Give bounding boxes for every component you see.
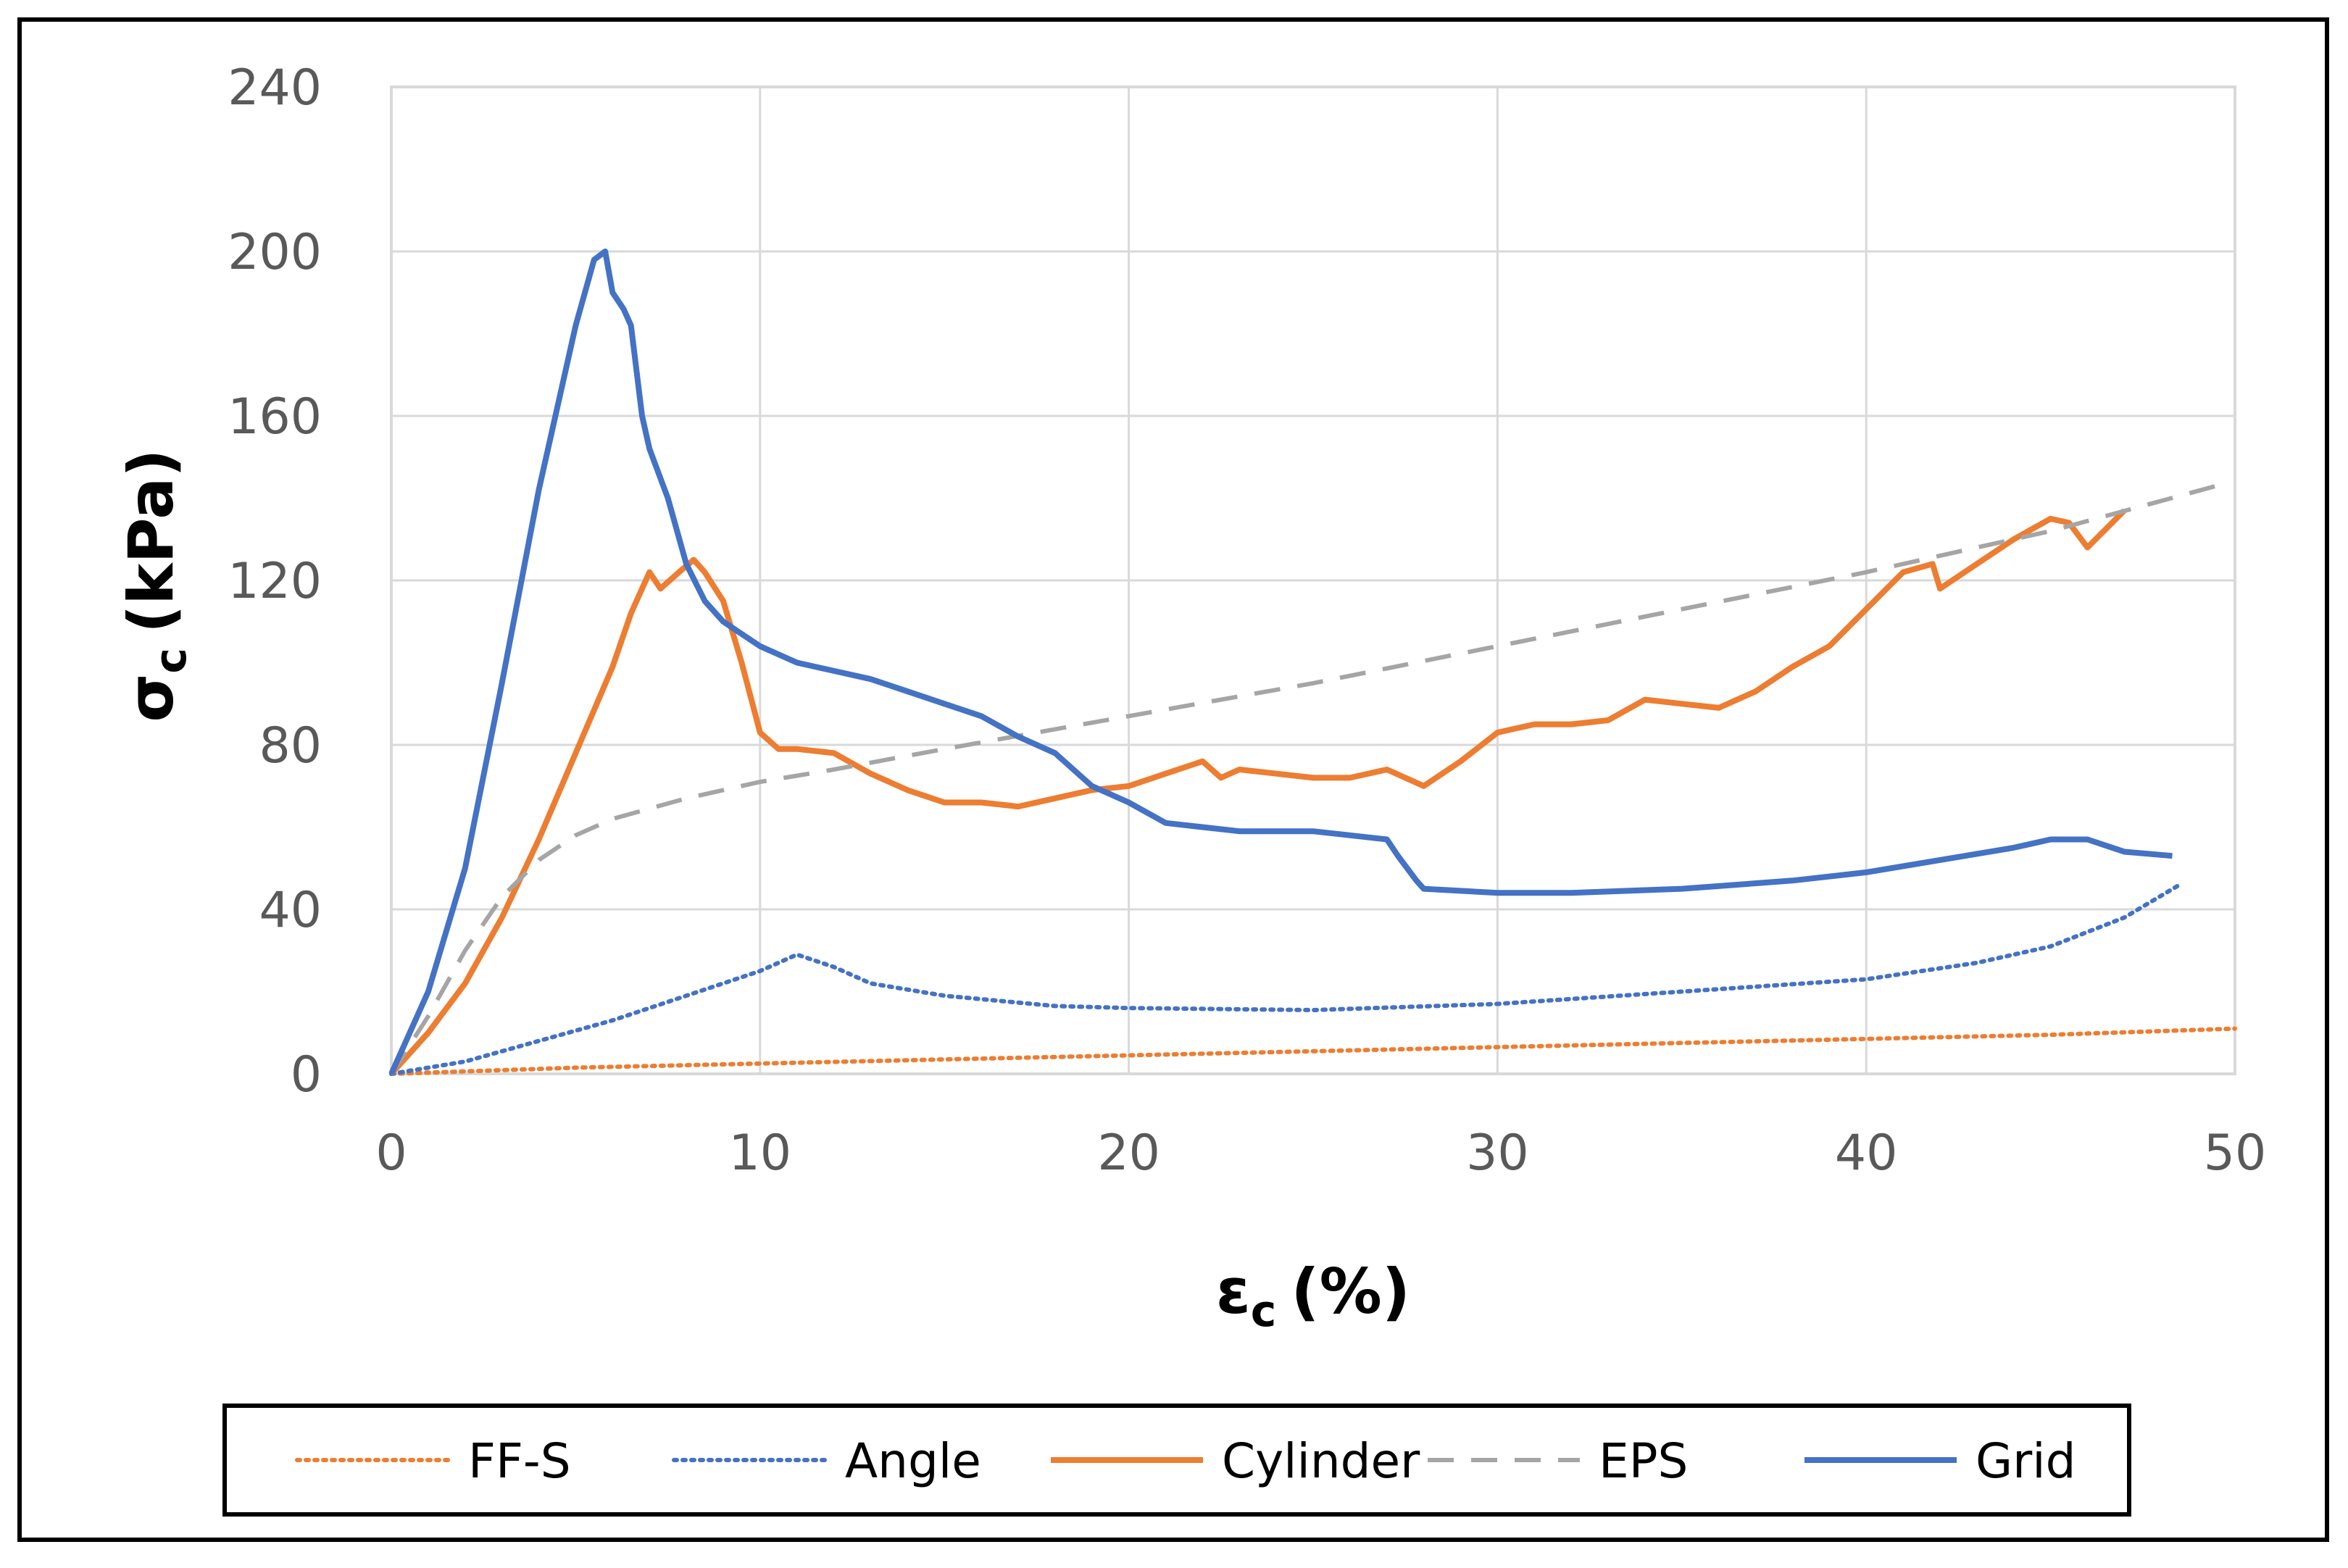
y-axis-symbol: σ [115,674,188,722]
series-line-ff-s [389,1026,2237,1076]
y-tick-label: 200 [228,224,322,281]
x-axis-title: εc (%) [1216,1256,1410,1337]
legend-label: Angle [845,1433,981,1489]
x-tick-label: 10 [729,1125,792,1182]
legend-label: Cylinder [1222,1433,1420,1489]
legend-items: FF-S Angle Cylinder EPS Grid [295,1433,2076,1489]
y-axis-title: σc (kPa) [115,449,196,722]
legend-label: Grid [1976,1433,2076,1489]
x-axis-unit: (%) [1291,1256,1410,1328]
plot-area-border [390,86,2236,1075]
y-tick-label: 160 [228,388,322,446]
series-line-angle [389,883,2182,1076]
x-tick-label: 20 [1097,1125,1160,1182]
legend-label: EPS [1599,1433,1688,1489]
legend-label: FF-S [468,1433,571,1489]
y-tick-label: 240 [228,59,322,117]
y-tick-labels: 0 40 80 120 160 200 240 [228,59,322,1104]
series-line-grid [388,249,2173,1075]
x-tick-label: 40 [1835,1125,1898,1182]
x-tick-label: 0 [375,1125,407,1182]
x-tick-label: 30 [1466,1125,1529,1182]
y-tick-label: 0 [291,1046,322,1104]
series-line-eps [389,483,2218,1075]
figure-frame [17,17,2329,1542]
x-tick-label: 50 [2204,1125,2267,1182]
y-tick-label: 120 [228,553,322,610]
x-axis-subscript: c [1251,1286,1277,1337]
series-lines [388,249,2237,1076]
y-axis-unit: (kPa) [115,449,188,633]
legend: FF-S Angle Cylinder EPS Grid [222,1404,2131,1517]
x-tick-labels: 0 10 20 30 40 50 [375,1125,2266,1182]
y-axis-subscript: c [146,648,196,674]
series-line-cylinder [389,508,2127,1076]
x-axis-symbol: ε [1216,1256,1251,1328]
y-tick-label: 80 [259,717,322,775]
y-tick-label: 40 [259,882,322,939]
